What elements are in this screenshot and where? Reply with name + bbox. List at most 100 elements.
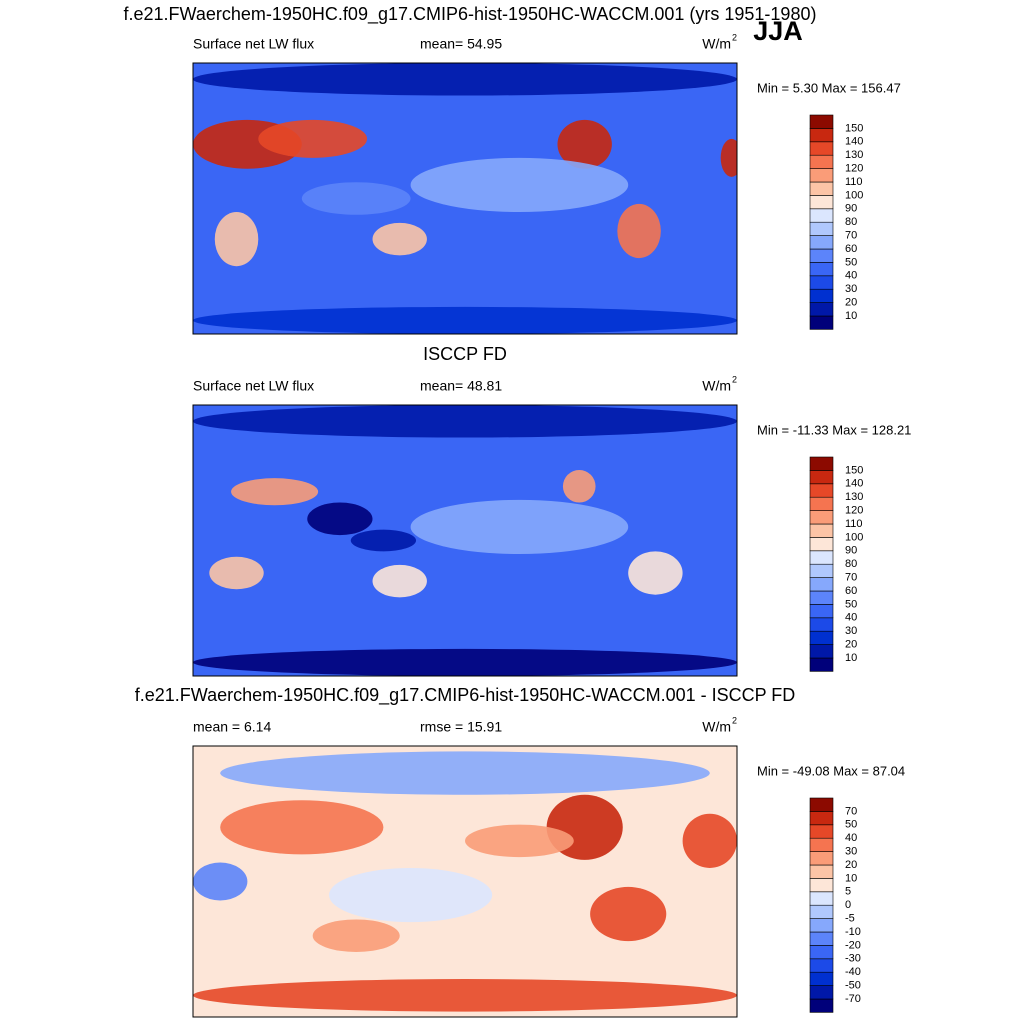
colorbar-label: 110 bbox=[845, 518, 863, 530]
map-field bbox=[372, 222, 427, 256]
colorbar-label: -20 bbox=[845, 939, 861, 951]
panel-title: ISCCP FD bbox=[423, 344, 507, 364]
panel-center-label: mean= 48.81 bbox=[420, 378, 502, 394]
colorbar-swatch bbox=[809, 114, 834, 129]
min-max-label: Min = -11.33 Max = 128.21 bbox=[757, 422, 911, 437]
colorbar-label: 40 bbox=[845, 270, 857, 282]
colorbar-label: 0 bbox=[845, 899, 851, 911]
colorbar-label: 20 bbox=[845, 639, 857, 651]
colorbar-swatch bbox=[809, 971, 834, 986]
colorbar-swatch bbox=[809, 630, 834, 645]
colorbar-swatch bbox=[809, 523, 834, 538]
colorbar-swatch bbox=[809, 550, 834, 565]
colorbar-label: -50 bbox=[845, 980, 861, 992]
min-max-label: Min = -49.08 Max = 87.04 bbox=[757, 763, 905, 778]
map-field bbox=[628, 551, 683, 595]
colorbar-swatch bbox=[809, 537, 834, 552]
colorbar-swatch bbox=[809, 456, 834, 471]
colorbar-label: 50 bbox=[845, 819, 857, 831]
map-field bbox=[301, 182, 411, 215]
panel-center-label: rmse = 15.91 bbox=[420, 719, 502, 735]
colorbar-label: 100 bbox=[845, 189, 863, 201]
colorbar-label: 5 bbox=[845, 886, 851, 898]
colorbar-label: 30 bbox=[845, 846, 857, 858]
colorbar-label: 10 bbox=[845, 652, 857, 664]
colorbar-swatch bbox=[809, 288, 834, 303]
colorbar-swatch bbox=[809, 563, 834, 578]
colorbar-label: 150 bbox=[845, 122, 863, 134]
map-field bbox=[214, 212, 259, 267]
colorbar-label: 120 bbox=[845, 163, 863, 175]
colorbar-swatch bbox=[809, 302, 834, 317]
map-field bbox=[220, 751, 710, 795]
colorbar-label: -70 bbox=[845, 993, 861, 1005]
map-field bbox=[193, 862, 248, 901]
colorbar-swatch bbox=[809, 617, 834, 632]
colorbar-label: 10 bbox=[845, 310, 857, 322]
colorbar-label: 130 bbox=[845, 149, 863, 161]
colorbar-swatch bbox=[809, 891, 834, 906]
min-max-label: Min = 5.30 Max = 156.47 bbox=[757, 80, 901, 95]
colorbar-swatch bbox=[809, 168, 834, 183]
colorbar-swatch bbox=[809, 141, 834, 156]
colorbar-swatch bbox=[809, 864, 834, 879]
colorbar-swatch bbox=[809, 262, 834, 277]
colorbar-label: 130 bbox=[845, 491, 863, 503]
map-field bbox=[193, 63, 737, 96]
units: W/m bbox=[702, 719, 731, 735]
colorbar-label: 140 bbox=[845, 136, 863, 148]
map-field bbox=[410, 157, 629, 213]
colorbar-swatch bbox=[809, 195, 834, 210]
map-field bbox=[329, 867, 493, 923]
colorbar-swatch bbox=[809, 154, 834, 169]
map-field bbox=[193, 306, 737, 334]
colorbar-swatch bbox=[809, 824, 834, 839]
map-field bbox=[590, 886, 667, 942]
colorbar-label: 20 bbox=[845, 297, 857, 309]
map-frame bbox=[192, 745, 738, 1018]
map-field bbox=[231, 478, 319, 506]
colorbar-swatch bbox=[809, 496, 834, 511]
colorbar-swatch bbox=[809, 510, 834, 525]
colorbar-swatch bbox=[809, 235, 834, 250]
colorbar-label: 30 bbox=[845, 625, 857, 637]
map bbox=[193, 63, 737, 334]
map-field bbox=[562, 470, 596, 503]
map-field bbox=[312, 919, 400, 952]
colorbar-label: 20 bbox=[845, 859, 857, 871]
colorbar-swatch bbox=[809, 128, 834, 143]
colorbar-label: 80 bbox=[845, 558, 857, 570]
colorbar-label: 70 bbox=[845, 572, 857, 584]
colorbar-label: 30 bbox=[845, 283, 857, 295]
colorbar-swatch bbox=[809, 797, 834, 812]
map-field bbox=[220, 800, 384, 855]
colorbar-label: 70 bbox=[845, 805, 857, 817]
units: W/m bbox=[702, 36, 731, 52]
panel-left-label: mean = 6.14 bbox=[193, 719, 271, 735]
colorbar-swatch bbox=[809, 657, 834, 672]
colorbar-swatch bbox=[809, 208, 834, 223]
units-sup: 2 bbox=[732, 32, 737, 42]
colorbar-label: 40 bbox=[845, 832, 857, 844]
map-field bbox=[350, 529, 417, 552]
colorbar-swatch bbox=[809, 998, 834, 1013]
colorbar-label: 40 bbox=[845, 612, 857, 624]
figure-title: f.e21.FWaerchem-1950HC.f09_g17.CMIP6-his… bbox=[124, 4, 817, 25]
colorbar-swatch bbox=[809, 837, 834, 852]
map-field bbox=[410, 499, 629, 555]
map-field bbox=[617, 203, 661, 259]
colorbar-label: 110 bbox=[845, 176, 863, 188]
colorbar-label: 140 bbox=[845, 478, 863, 490]
season-label: JJA bbox=[753, 16, 803, 46]
colorbar-label: 70 bbox=[845, 230, 857, 242]
colorbar-label: -5 bbox=[845, 913, 855, 925]
units: W/m bbox=[702, 378, 731, 394]
map-field bbox=[682, 813, 737, 868]
colorbar-swatch bbox=[809, 958, 834, 973]
colorbar-label: 90 bbox=[845, 203, 857, 215]
colorbar-label: 150 bbox=[845, 464, 863, 476]
panel-left-label: Surface net LW flux bbox=[193, 36, 314, 52]
colorbar-label: 60 bbox=[845, 243, 857, 255]
map bbox=[193, 405, 737, 676]
